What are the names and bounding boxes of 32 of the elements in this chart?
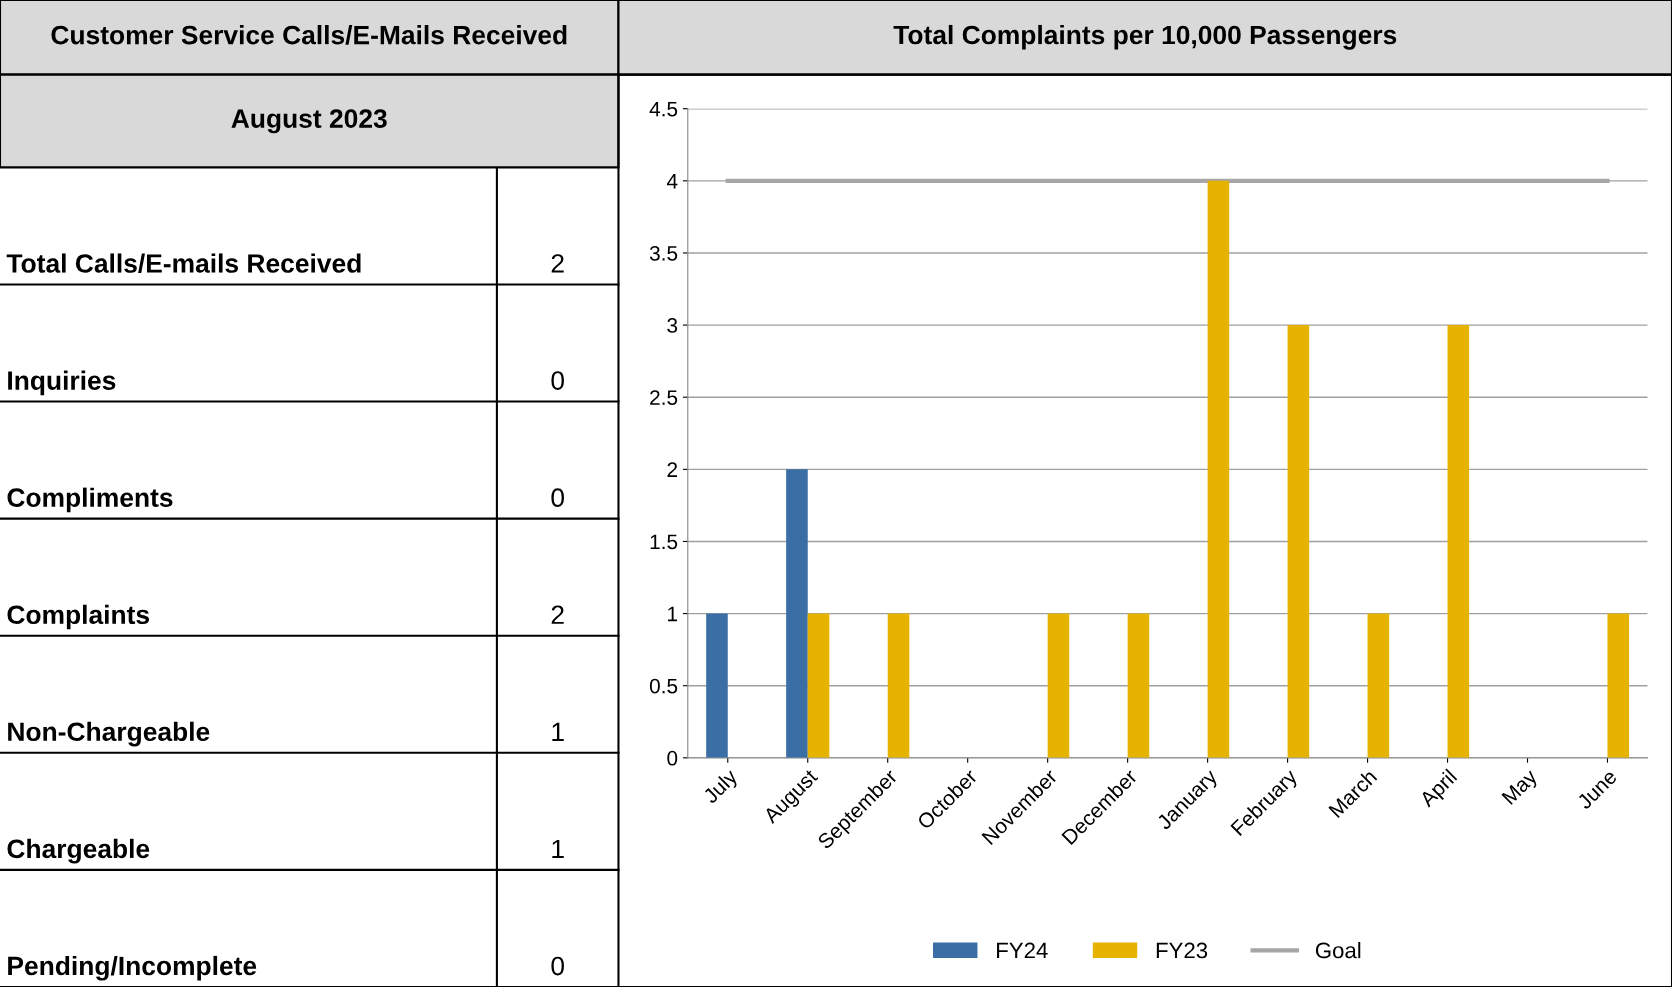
y-tick-label: 3.5 (649, 245, 678, 261)
data-label: 2 (551, 605, 564, 624)
category-label: Complaints (7, 604, 149, 630)
x-tick-label: July (701, 767, 742, 808)
data-label: 2 (551, 254, 564, 273)
category-label: Compliments (7, 487, 173, 513)
text: August 2023 (231, 109, 387, 134)
data-label: 1 (552, 839, 564, 859)
legend-label: FY23 (1156, 942, 1208, 959)
legend-label: FY24 (997, 942, 1048, 959)
y-tick-label: 4 (666, 174, 678, 189)
data-label: 1 (552, 722, 564, 741)
category-label: Pending/Incomplete (8, 955, 257, 981)
y-tick-label: 2.5 (650, 390, 678, 405)
data-label: 0 (551, 956, 564, 976)
chart-title: Total Complaints per 10,000 Passengers (893, 24, 1397, 50)
legend-label: Goal (1315, 941, 1361, 959)
data-label: 0 (551, 371, 564, 390)
y-tick-label: 0 (667, 750, 678, 766)
y-tick-label: 4.5 (649, 101, 678, 117)
y-tick-label: 1.5 (650, 534, 678, 550)
x-tick-label: May (1501, 768, 1542, 808)
category-label: Chargeable (7, 838, 150, 864)
category-label: Total Calls/E-mails Received (6, 253, 361, 274)
y-tick-label: 1 (668, 606, 678, 622)
y-tick-label: 2 (667, 462, 678, 477)
y-tick-label: 3 (667, 318, 678, 333)
category-label: Non-Chargeable (8, 721, 210, 747)
y-tick-label: 0.5 (649, 678, 678, 694)
text: Customer Service Calls/E-Mails Received (51, 25, 567, 45)
data-label: 0 (551, 488, 564, 508)
category-label: Inquiries (8, 370, 116, 396)
